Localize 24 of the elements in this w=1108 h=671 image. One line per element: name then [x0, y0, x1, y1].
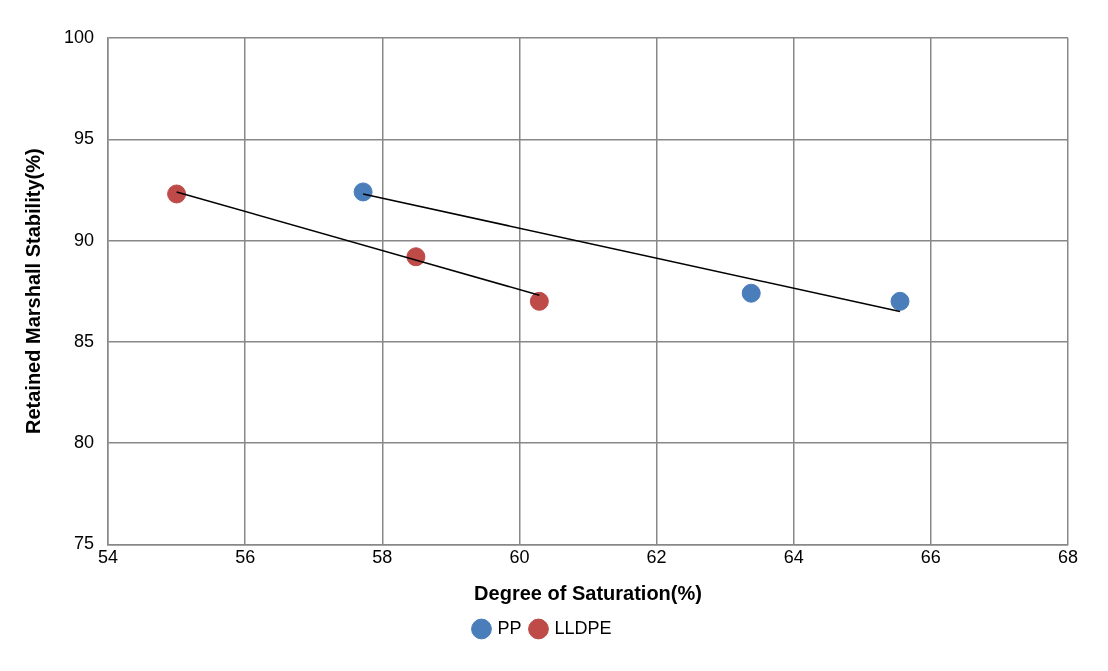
x-tick-label: 58 — [372, 547, 393, 568]
y-tick-label: 80 — [74, 432, 95, 453]
x-tick-label: 60 — [509, 547, 530, 568]
point — [529, 291, 549, 311]
point — [741, 283, 761, 303]
x-tick-label: 68 — [1057, 547, 1079, 568]
legend-label: PP — [497, 617, 522, 638]
legend-label: LLDPE — [554, 617, 612, 638]
y-tick-label: 95 — [74, 128, 95, 149]
y-tick-label: 100 — [63, 26, 95, 47]
x-tick-label: 56 — [235, 547, 256, 568]
x-tick-label: 64 — [783, 547, 804, 568]
x-tick-label: 54 — [98, 547, 119, 568]
y-tick-label: 85 — [74, 330, 95, 351]
point — [890, 291, 910, 311]
y-tick-label: 90 — [74, 229, 95, 250]
x-tick-label: 62 — [646, 547, 667, 568]
y-axis-title: Retained Marshall Stability(%) — [21, 148, 44, 435]
y-tick-label: 75 — [74, 533, 95, 554]
point — [406, 247, 426, 267]
point — [353, 182, 373, 202]
x-axis-title: Degree of Saturation(%) — [474, 581, 702, 604]
point — [167, 184, 187, 204]
x-tick-label: 66 — [920, 547, 941, 568]
